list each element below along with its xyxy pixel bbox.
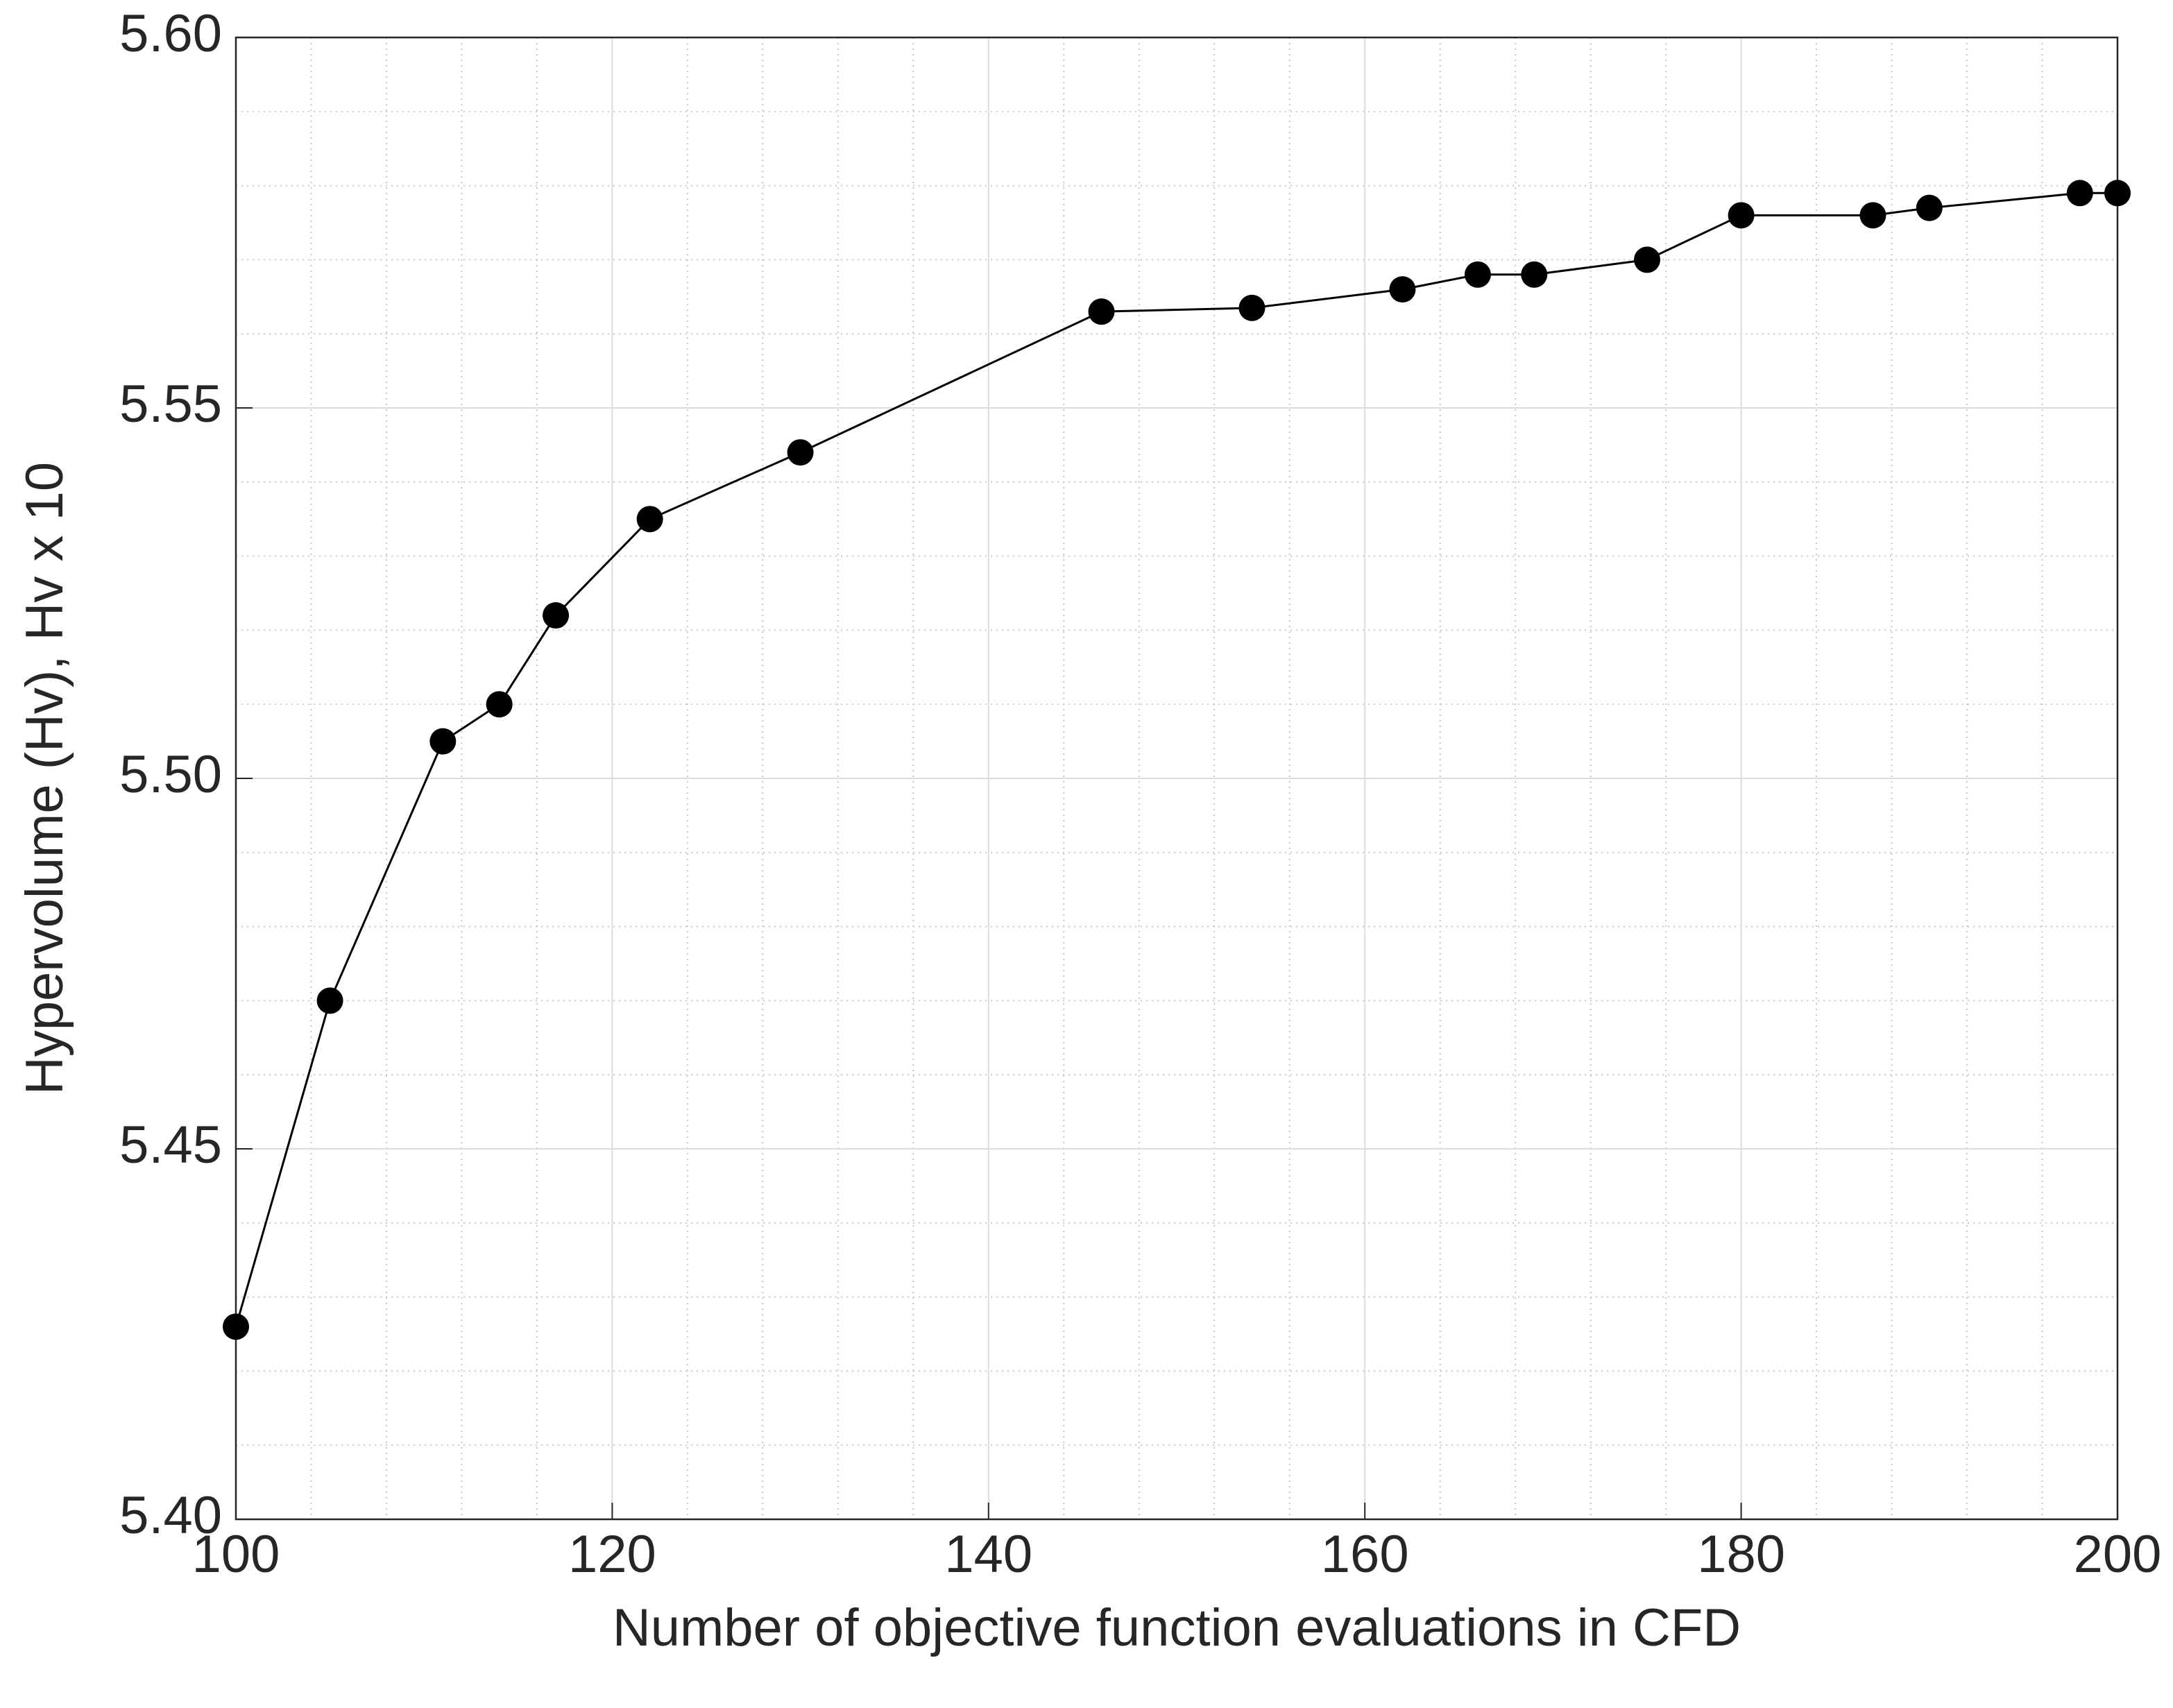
data-point <box>1728 202 1755 229</box>
data-point <box>1088 298 1115 325</box>
data-point <box>1238 294 1266 321</box>
data-point <box>2066 180 2093 207</box>
data-point <box>787 439 814 466</box>
data-point <box>223 1313 249 1340</box>
data-point <box>316 987 343 1014</box>
data-point <box>1859 202 1886 229</box>
data-point <box>1389 276 1416 303</box>
y-axis-label: Hypervolume (Hv), Hv x 10 <box>15 462 74 1095</box>
x-tick-label: 120 <box>568 1525 656 1584</box>
data-point <box>486 691 513 718</box>
x-tick-label: 100 <box>192 1525 280 1584</box>
data-point <box>636 506 663 533</box>
data-point <box>1521 261 1548 288</box>
x-tick-label: 140 <box>944 1525 1032 1584</box>
y-tick-label: 5.60 <box>119 4 222 63</box>
data-point <box>429 728 457 755</box>
data-point <box>1464 261 1491 288</box>
data-point <box>2104 180 2131 207</box>
series-line <box>235 191 2117 1327</box>
y-tick-label: 5.50 <box>119 745 222 804</box>
x-tick-label: 180 <box>1697 1525 1785 1584</box>
x-tick-label: 200 <box>2074 1525 2162 1584</box>
y-tick-label: 5.55 <box>119 375 222 434</box>
x-axis-label: Number of objective function evaluations… <box>613 1598 1741 1657</box>
data-point <box>1634 246 1660 273</box>
data-point <box>1916 194 1943 221</box>
y-tick-label: 5.45 <box>119 1116 222 1175</box>
plot-frame <box>235 36 2119 1521</box>
x-tick-label: 160 <box>1321 1525 1409 1584</box>
y-tick-label: 5.40 <box>119 1486 222 1545</box>
data-point <box>543 602 570 629</box>
